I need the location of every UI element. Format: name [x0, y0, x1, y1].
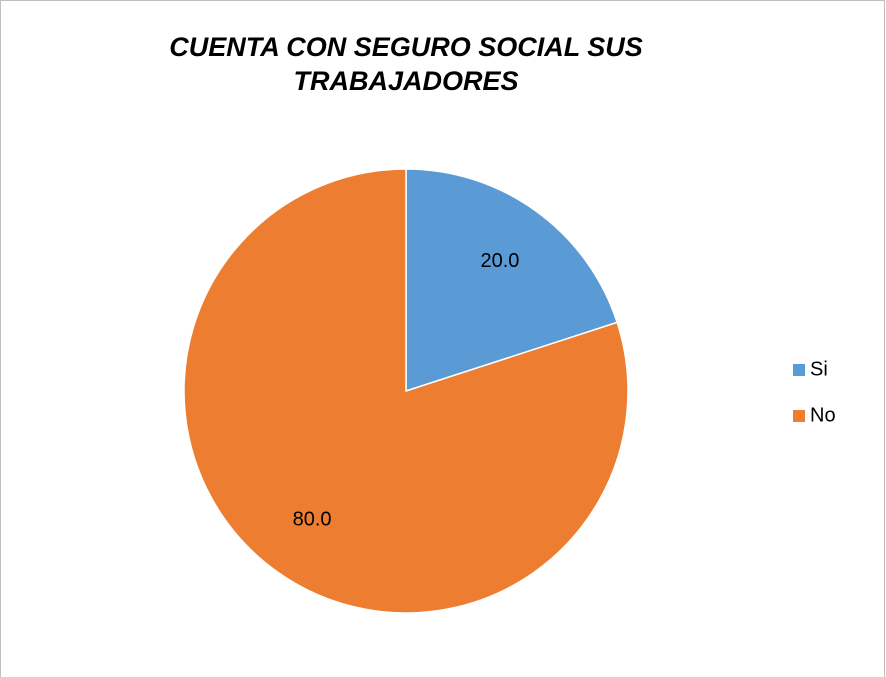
pie-slice — [405, 168, 619, 393]
legend-label: No — [810, 404, 836, 426]
data-label: 80.0 — [293, 509, 332, 531]
data-label: 20.0 — [480, 250, 519, 272]
legend-swatch — [793, 364, 805, 376]
pie-slice — [183, 168, 629, 614]
legend-label: Si — [810, 358, 828, 380]
legend-swatch — [793, 410, 805, 422]
chart-title: CUENTA CON SEGURO SOCIAL SUS TRABAJADORE… — [169, 32, 643, 96]
